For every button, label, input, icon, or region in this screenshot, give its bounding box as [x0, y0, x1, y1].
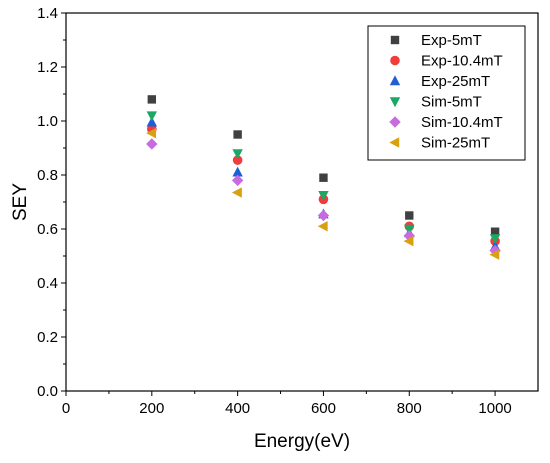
legend-marker: [389, 116, 401, 128]
data-markers: [146, 95, 501, 260]
data-point: [146, 127, 157, 139]
y-tick-label: 1.0: [37, 113, 58, 130]
y-axis-title: SEY: [10, 183, 31, 221]
x-tick-label: 400: [225, 400, 250, 417]
y-axis-ticks: 0.0 0.2 0.4 0.6 0.8 1.0 1.2 1.4: [37, 5, 66, 400]
legend-label: Sim-10.4mT: [421, 114, 503, 131]
legend-label: Sim-25mT: [421, 135, 490, 152]
data-point: [146, 116, 158, 127]
x-axis-title: Energy(eV): [254, 431, 350, 452]
x-tick-label: 1000: [478, 400, 511, 417]
legend-marker: [389, 97, 401, 108]
legend-frame: [367, 25, 526, 161]
legend-marker: [389, 137, 400, 148]
data-point: [490, 227, 500, 236]
data-point: [146, 111, 158, 122]
data-point: [146, 138, 158, 150]
y-tick-label: 1.2: [37, 59, 58, 76]
data-point: [231, 174, 244, 187]
data-point: [232, 155, 243, 165]
y-tick-label: 0.8: [37, 167, 58, 184]
x-tick-label: 800: [397, 400, 422, 417]
legend-label: Exp-5mT: [421, 32, 482, 49]
legend-marker: [390, 35, 400, 45]
data-point: [319, 173, 328, 182]
legend: Exp-5mT Exp-10.4mT Exp-25mT Sim-5mT Sim-10.4…: [367, 25, 526, 161]
data-point: [489, 249, 500, 260]
legend-marker: [389, 75, 401, 86]
data-point: [405, 211, 414, 220]
legend-marker: [390, 55, 400, 66]
y-tick-label: 1.4: [37, 5, 58, 22]
y-tick-label: 0.2: [37, 329, 58, 346]
data-point: [147, 95, 157, 104]
data-point: [403, 235, 414, 247]
data-point: [231, 187, 242, 198]
data-point: [318, 191, 329, 201]
series-3: [146, 111, 501, 245]
data-point: [232, 149, 243, 160]
data-point: [233, 130, 242, 139]
data-point: [317, 221, 328, 232]
legend-label: Exp-10.4mT: [421, 53, 503, 70]
y-tick-label: 0.0: [37, 383, 58, 400]
data-point: [489, 234, 501, 245]
series-5: [146, 127, 500, 260]
x-tick-label: 0: [62, 400, 70, 417]
x-tick-label: 200: [139, 400, 164, 417]
legend-label: Exp-25mT: [421, 73, 490, 90]
x-tick-label: 600: [311, 400, 336, 417]
series-0: [147, 95, 500, 236]
data-point: [317, 209, 330, 222]
x-axis-ticks: 0 200 400 600 800 1000: [62, 391, 512, 417]
data-point: [404, 224, 415, 235]
legend-label: Sim-5mT: [421, 94, 482, 111]
data-point: [232, 166, 243, 177]
y-tick-label: 0.4: [37, 275, 58, 292]
y-tick-label: 0.6: [37, 221, 58, 238]
